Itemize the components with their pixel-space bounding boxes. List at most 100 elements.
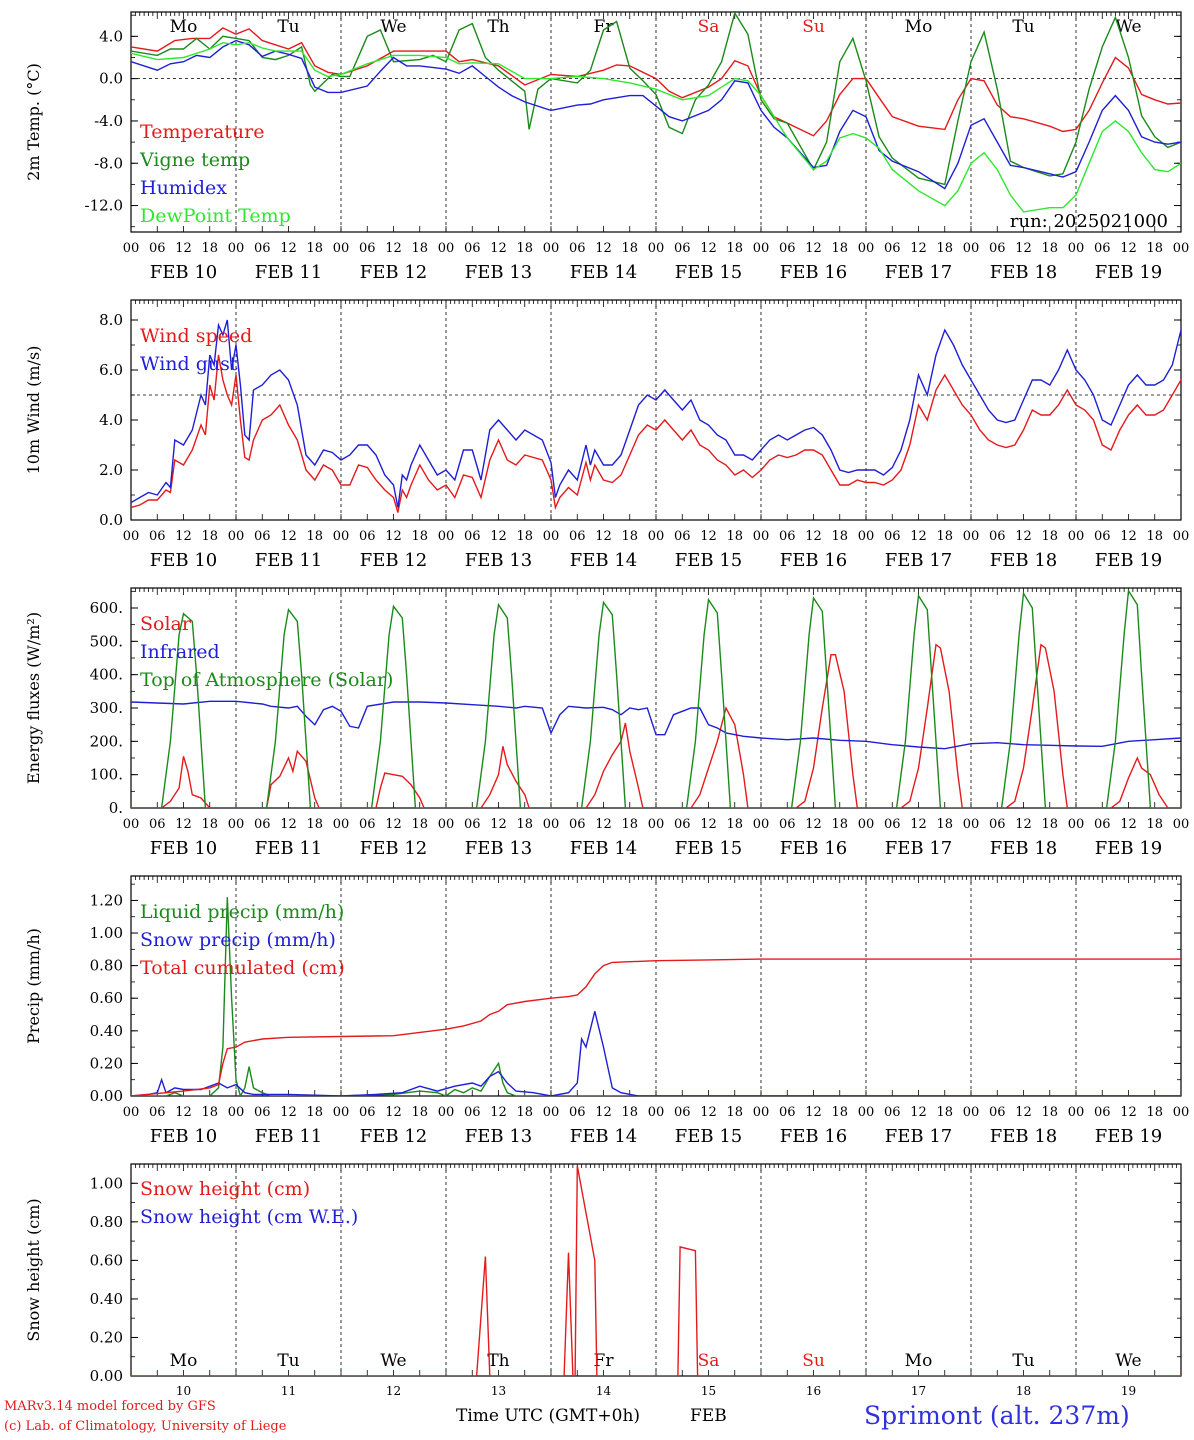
date-label: FEB 13 xyxy=(465,838,532,859)
hour-label: 06 xyxy=(254,529,271,544)
y-tick-label: 4.0 xyxy=(99,411,123,429)
y-tick-label: 0.60 xyxy=(90,1251,123,1269)
legend-entry: Liquid precip (mm/h) xyxy=(140,901,344,923)
hour-label: 06 xyxy=(1094,241,1111,256)
hour-label: 12 xyxy=(700,241,717,256)
hour-label: 00 xyxy=(1068,529,1085,544)
y-tick-label: 0.00 xyxy=(90,1087,123,1105)
hour-label: 12 xyxy=(1120,241,1137,256)
hour-label: 00 xyxy=(963,529,980,544)
hour-label: 18 xyxy=(516,817,533,832)
hour-label: 12 xyxy=(910,817,927,832)
date-label: FEB 14 xyxy=(570,550,637,571)
day-number: 19 xyxy=(1121,1384,1136,1398)
xaxis-title: Time UTC (GMT+0h) xyxy=(456,1406,641,1426)
hour-label: 06 xyxy=(149,817,166,832)
day-label: Tu xyxy=(277,17,299,37)
y-axis-label: Energy fluxes (W/m²) xyxy=(24,612,43,784)
y-tick-label: 0.00 xyxy=(90,1367,123,1385)
date-label: FEB 16 xyxy=(780,550,847,571)
series-line-liquid-precip-mm-h- xyxy=(131,897,1181,1096)
hour-label: 00 xyxy=(543,817,560,832)
hour-label: 18 xyxy=(516,1105,533,1120)
day-label: We xyxy=(1115,17,1141,37)
day-number: 17 xyxy=(911,1384,926,1398)
hour-label: 12 xyxy=(175,1105,192,1120)
hour-label: 12 xyxy=(910,1105,927,1120)
legend-entry: Wind speed xyxy=(140,325,252,347)
hour-label: 18 xyxy=(306,1105,323,1120)
date-label: FEB 18 xyxy=(990,1126,1057,1147)
date-label: FEB 16 xyxy=(780,1126,847,1147)
legend-entry: Snow height (cm W.E.) xyxy=(140,1206,358,1228)
y-tick-label: 8.0 xyxy=(99,311,123,329)
hour-label: 18 xyxy=(726,529,743,544)
hour-label: 12 xyxy=(280,1105,297,1120)
hour-label: 06 xyxy=(569,241,586,256)
day-number: 15 xyxy=(701,1384,716,1398)
run-annotation: run: 2025021000 xyxy=(1010,211,1168,232)
panel-temp: 4.0 0.0 -4.0 -8.0 -12.0 2m Temp. (°C) Mo Tu We Th… xyxy=(24,11,1189,283)
hour-label: 06 xyxy=(1094,817,1111,832)
hour-label: 12 xyxy=(490,1105,507,1120)
legend-entry: Top of Atmosphere (Solar) xyxy=(140,669,393,691)
legend-entry: Snow precip (mm/h) xyxy=(140,929,336,951)
hour-label: 00 xyxy=(543,241,560,256)
hour-label: 00 xyxy=(333,529,350,544)
hour-label: 06 xyxy=(254,1105,271,1120)
hour-label: 06 xyxy=(359,1105,376,1120)
hour-label: 06 xyxy=(884,529,901,544)
hour-label: 00 xyxy=(438,529,455,544)
hour-label: 12 xyxy=(385,817,402,832)
hour-label: 06 xyxy=(359,817,376,832)
hour-label: 12 xyxy=(1120,529,1137,544)
hour-label: 12 xyxy=(1120,1105,1137,1120)
day-label: Tu xyxy=(1012,17,1034,37)
date-label: FEB 19 xyxy=(1095,550,1162,571)
y-tick-label: 100. xyxy=(90,766,123,784)
hour-label: 18 xyxy=(1041,529,1058,544)
hour-label: 00 xyxy=(228,817,245,832)
hour-label: 00 xyxy=(963,817,980,832)
hour-label: 18 xyxy=(831,529,848,544)
hour-label: 12 xyxy=(595,817,612,832)
y-tick-label: 1.00 xyxy=(90,924,123,942)
hour-label: 18 xyxy=(831,817,848,832)
y-tick-label: 0.0 xyxy=(99,70,123,88)
day-label: We xyxy=(380,17,406,37)
day-label: Fr xyxy=(594,1351,615,1371)
hour-label: 00 xyxy=(543,1105,560,1120)
model-credit: MARv3.14 model forced by GFS xyxy=(4,1399,216,1414)
hour-label: 12 xyxy=(175,529,192,544)
hour-label: 06 xyxy=(254,241,271,256)
date-label: FEB 17 xyxy=(885,262,952,283)
hour-label: 12 xyxy=(175,241,192,256)
day-label: Sa xyxy=(698,17,720,37)
hour-label: 00 xyxy=(123,529,140,544)
hour-label: 12 xyxy=(700,817,717,832)
hour-label: 06 xyxy=(149,1105,166,1120)
hour-label: 00 xyxy=(333,817,350,832)
hour-label: 06 xyxy=(464,1105,481,1120)
hour-label: 00 xyxy=(858,1105,875,1120)
legend-entry: Vigne temp xyxy=(139,149,250,171)
day-label: We xyxy=(1115,1351,1141,1371)
date-label: FEB 11 xyxy=(255,1126,322,1147)
day-number: 14 xyxy=(596,1384,612,1398)
hour-label: 00 xyxy=(648,1105,665,1120)
date-label: FEB 17 xyxy=(885,550,952,571)
hour-label: 00 xyxy=(1068,817,1085,832)
hour-label: 06 xyxy=(359,529,376,544)
hour-label: 18 xyxy=(936,529,953,544)
hour-label: 00 xyxy=(858,817,875,832)
hour-label: 18 xyxy=(201,1105,218,1120)
hour-label: 00 xyxy=(753,817,770,832)
day-label: Sa xyxy=(698,1351,720,1371)
hour-label: 06 xyxy=(569,529,586,544)
hour-label: 18 xyxy=(516,529,533,544)
hour-label: 12 xyxy=(385,529,402,544)
legend-entry: Wind gust xyxy=(140,353,238,375)
hour-label: 18 xyxy=(621,529,638,544)
day-label: Mo xyxy=(170,17,198,37)
